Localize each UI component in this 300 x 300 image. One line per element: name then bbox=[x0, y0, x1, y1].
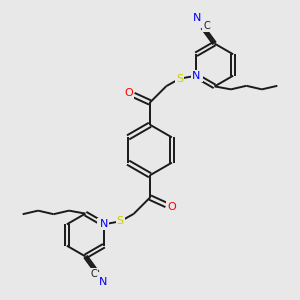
Text: C: C bbox=[203, 21, 210, 31]
Text: N: N bbox=[193, 13, 202, 23]
Text: N: N bbox=[192, 71, 200, 81]
Text: N: N bbox=[98, 219, 106, 229]
Text: N: N bbox=[194, 71, 202, 81]
Text: S: S bbox=[176, 74, 183, 84]
Text: N: N bbox=[100, 219, 108, 229]
Text: C: C bbox=[90, 269, 97, 279]
Text: N: N bbox=[98, 277, 107, 287]
Text: O: O bbox=[167, 202, 176, 212]
Text: S: S bbox=[117, 216, 124, 226]
Text: O: O bbox=[124, 88, 133, 98]
